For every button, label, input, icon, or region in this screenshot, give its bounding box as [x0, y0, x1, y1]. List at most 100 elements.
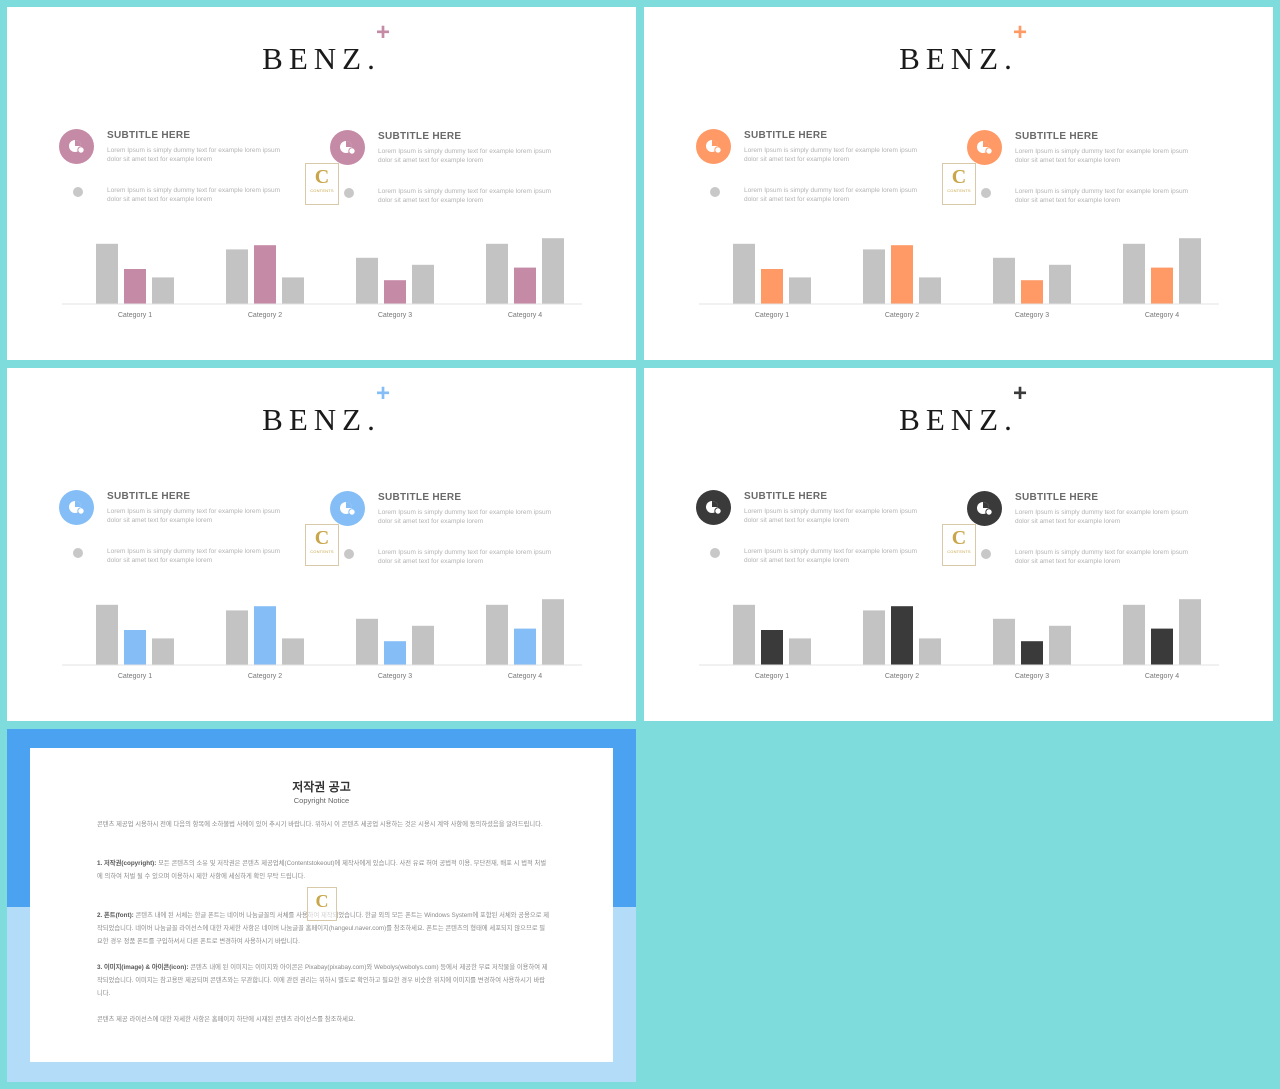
- feature-text-secondary: Lorem Ipsum is simply dummy text for exa…: [744, 548, 918, 564]
- bar-series-1-1: [96, 604, 118, 665]
- bar-series-2-4: [1151, 267, 1173, 304]
- feature-title: SUBTITLE HERE: [107, 130, 191, 141]
- pie-chart-icon: [59, 490, 94, 525]
- feature-text: Lorem Ipsum is simply dummy text for exa…: [744, 508, 918, 524]
- feature-text-secondary: Lorem Ipsum is simply dummy text for exa…: [107, 548, 281, 564]
- copyright-section-3: 3. 이미지(image) & 아이콘(icon): 콘텐츠 내에 된 이미지는…: [97, 962, 549, 1000]
- feature-text: Lorem Ipsum is simply dummy text for exa…: [107, 508, 281, 524]
- watermark-letter: C: [951, 166, 967, 188]
- category-label: Category 2: [248, 312, 282, 319]
- section-3-heading: 3. 이미지(image) & 아이콘(icon):: [97, 964, 189, 971]
- copyright-paper: 저작권 공고 Copyright Notice 콘텐츠 제공업 시용하시 전에 …: [30, 748, 613, 1062]
- category-label: Category 1: [755, 673, 789, 680]
- feature-title: SUBTITLE HERE: [107, 491, 191, 502]
- watermark-word: CONTENTS: [310, 549, 334, 554]
- bar-series-3-1: [152, 638, 174, 665]
- bar-series-2-1: [124, 630, 146, 665]
- bar-series-1-3: [356, 618, 378, 665]
- copyright-intro: 콘텐츠 제공업 시용하시 전에 다음의 항목에 소하볼법 사에이 있어 추시기 …: [97, 821, 543, 828]
- bar-series-2-2: [891, 606, 913, 665]
- section-2-heading: 2. 폰트(font):: [97, 912, 134, 919]
- category-label: Category 3: [378, 673, 412, 680]
- slide-4[interactable]: BENZ. + SUBTITLE HERE Lorem Ipsum is simply…: [644, 368, 1273, 721]
- watermark-word: CONTENTS: [310, 188, 334, 193]
- brand-title: BENZ.: [262, 41, 381, 76]
- copyright-subtitle: Copyright Notice: [293, 796, 350, 805]
- bar-chart: Category 1 Category 2 Category 3 Category 4: [62, 593, 582, 688]
- bar-series-1-4: [486, 604, 508, 665]
- plus-icon: +: [376, 380, 391, 407]
- section-1-text: 모든 콘텐츠의 소유 및 저작권은 콘텐츠 제공업체(Contentstokeo…: [97, 860, 547, 880]
- copyright-section-2: 2. 폰트(font): 콘텐츠 내에 된 서체는 한글 폰트는 네이버 나눔글…: [97, 910, 549, 948]
- brand-title: BENZ.: [262, 402, 381, 437]
- feature-text: Lorem Ipsum is simply dummy text for exa…: [744, 147, 918, 163]
- category-label: Category 4: [1145, 312, 1179, 319]
- category-label: Category 2: [248, 673, 282, 680]
- slide-1[interactable]: BENZ. + SUBTITLE HERE Lorem Ipsum is simply…: [7, 7, 636, 360]
- category-label: Category 4: [508, 312, 542, 319]
- bar-series-3-3: [1049, 625, 1071, 665]
- bar-series-3-2: [282, 638, 304, 665]
- category-label: Category 4: [508, 673, 542, 680]
- slide-copyright[interactable]: 저작권 공고 Copyright Notice 콘텐츠 제공업 시용하시 전에 …: [7, 729, 636, 1082]
- slide-2[interactable]: BENZ. + SUBTITLE HERE Lorem Ipsum is simply…: [644, 7, 1273, 360]
- bar-series-3-3: [412, 264, 434, 304]
- bar-chart: Category 1 Category 2 Category 3 Category 4: [62, 232, 582, 327]
- copyright-title: 저작권 공고: [292, 780, 351, 794]
- feature-title: SUBTITLE HERE: [378, 492, 462, 503]
- bar-series-2-3: [384, 641, 406, 665]
- bar-series-2-3: [1021, 641, 1043, 665]
- feature-text: Lorem Ipsum is simply dummy text for exa…: [1015, 509, 1189, 525]
- bar-series-1-4: [486, 243, 508, 304]
- bar-chart: Category 1 Category 2 Category 3 Category 4: [699, 593, 1219, 688]
- bar-series-2-2: [254, 606, 276, 665]
- pie-chart-icon: [967, 130, 1002, 165]
- feature-title: SUBTITLE HERE: [1015, 131, 1099, 142]
- bar-series-2-4: [514, 267, 536, 304]
- bullet-dot: [710, 548, 720, 558]
- category-label: Category 3: [1015, 312, 1049, 319]
- bar-series-3-2: [282, 277, 304, 304]
- bar-series-1-2: [863, 610, 885, 665]
- bar-series-1-3: [993, 618, 1015, 665]
- bar-series-3-1: [789, 638, 811, 665]
- bar-series-3-4: [1179, 238, 1201, 304]
- bar-series-1-2: [863, 249, 885, 304]
- watermark-word: CONTENTS: [947, 188, 971, 193]
- watermark-letter: C: [314, 166, 330, 188]
- contents-watermark-logo: C CONTENTS: [305, 163, 339, 205]
- bar-series-3-4: [542, 238, 564, 304]
- section-3-text: 콘텐츠 내에 된 이미지는 이미지와 아이콘은 Pixabay(pixabay.…: [97, 964, 548, 997]
- copyright-section-1: 1. 저작권(copyright): 모든 콘텐츠의 소유 및 저작권은 콘텐츠…: [97, 858, 549, 884]
- bar-series-2-4: [1151, 628, 1173, 665]
- bar-series-2-3: [384, 280, 406, 304]
- slide-3[interactable]: BENZ. + SUBTITLE HERE Lorem Ipsum is simply…: [7, 368, 636, 721]
- bar-series-3-1: [789, 277, 811, 304]
- section-1-heading: 1. 저작권(copyright):: [97, 860, 157, 867]
- watermark-word: CONTENTS: [947, 549, 971, 554]
- bar-series-1-4: [1123, 243, 1145, 304]
- bar-series-3-2: [919, 277, 941, 304]
- category-label: Category 3: [1015, 673, 1049, 680]
- feature-title: SUBTITLE HERE: [378, 131, 462, 142]
- bar-series-3-3: [1049, 264, 1071, 304]
- bullet-dot: [710, 187, 720, 197]
- category-label: Category 2: [885, 312, 919, 319]
- watermark-letter: C: [315, 891, 329, 911]
- contents-watermark-logo: C CONTENTS: [942, 163, 976, 205]
- feature-text: Lorem Ipsum is simply dummy text for exa…: [378, 148, 552, 164]
- contents-watermark-logo: C CONTENTS: [942, 524, 976, 566]
- bullet-dot: [73, 187, 83, 197]
- feature-text-secondary: Lorem Ipsum is simply dummy text for exa…: [1015, 188, 1189, 204]
- bar-series-3-1: [152, 277, 174, 304]
- feature-text-secondary: Lorem Ipsum is simply dummy text for exa…: [1015, 549, 1189, 565]
- watermark-letter: C: [951, 527, 967, 549]
- bar-series-1-2: [226, 610, 248, 665]
- watermark-letter: C: [314, 527, 330, 549]
- bar-series-1-1: [733, 604, 755, 665]
- feature-title: SUBTITLE HERE: [1015, 492, 1099, 503]
- feature-text: Lorem Ipsum is simply dummy text for exa…: [107, 147, 281, 163]
- brand-title: BENZ.: [899, 402, 1018, 437]
- pie-chart-icon: [696, 490, 731, 525]
- contents-watermark-logo: C: [307, 887, 337, 921]
